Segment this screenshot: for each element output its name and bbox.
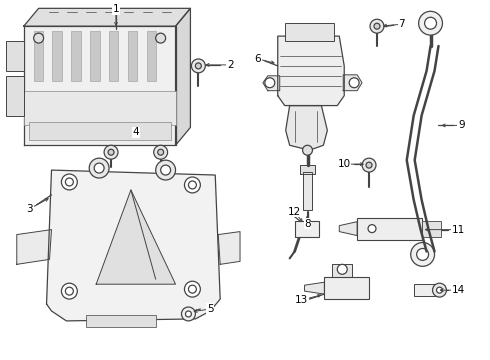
Text: 5: 5 <box>207 304 214 314</box>
Polygon shape <box>96 190 175 284</box>
Circle shape <box>366 162 372 168</box>
Bar <box>90 31 99 81</box>
Polygon shape <box>299 165 316 174</box>
Polygon shape <box>343 75 362 91</box>
Circle shape <box>108 149 114 155</box>
Circle shape <box>418 11 442 35</box>
Circle shape <box>189 181 196 189</box>
Text: 14: 14 <box>452 285 465 295</box>
Circle shape <box>411 243 435 266</box>
Polygon shape <box>218 231 240 264</box>
Circle shape <box>302 145 313 155</box>
Polygon shape <box>332 264 352 277</box>
Polygon shape <box>175 8 191 145</box>
Text: 1: 1 <box>113 4 120 14</box>
Circle shape <box>61 174 77 190</box>
Polygon shape <box>24 8 191 26</box>
Bar <box>147 31 156 81</box>
Circle shape <box>94 163 104 173</box>
Bar <box>302 172 313 210</box>
Polygon shape <box>263 76 280 91</box>
Circle shape <box>104 145 118 159</box>
Circle shape <box>425 17 437 29</box>
Bar <box>128 31 137 81</box>
Polygon shape <box>305 282 324 294</box>
Bar <box>24 91 175 125</box>
Circle shape <box>416 248 429 260</box>
Text: 6: 6 <box>255 54 261 64</box>
Circle shape <box>189 285 196 293</box>
Bar <box>324 277 369 299</box>
Bar <box>421 221 441 237</box>
Bar <box>6 76 24 116</box>
Text: 2: 2 <box>227 60 233 70</box>
Circle shape <box>374 23 380 29</box>
Circle shape <box>156 33 166 43</box>
Circle shape <box>65 178 74 186</box>
Circle shape <box>156 129 166 138</box>
Text: 12: 12 <box>288 207 301 217</box>
Circle shape <box>196 63 201 69</box>
Circle shape <box>184 177 200 193</box>
Polygon shape <box>278 36 344 105</box>
Bar <box>357 218 421 239</box>
Circle shape <box>362 158 376 172</box>
Bar <box>294 221 319 237</box>
Bar <box>414 284 436 296</box>
Bar <box>285 23 334 41</box>
Bar <box>86 315 156 327</box>
Circle shape <box>181 307 196 321</box>
Polygon shape <box>24 26 175 145</box>
Bar <box>29 122 171 140</box>
Text: 10: 10 <box>338 159 351 169</box>
Bar <box>109 31 119 81</box>
Circle shape <box>192 59 205 73</box>
Bar <box>34 31 43 81</box>
Circle shape <box>370 19 384 33</box>
Circle shape <box>161 165 171 175</box>
Text: 13: 13 <box>295 295 308 305</box>
Polygon shape <box>286 105 327 150</box>
Circle shape <box>154 145 168 159</box>
Circle shape <box>337 264 347 274</box>
Circle shape <box>437 287 442 293</box>
Polygon shape <box>339 222 357 235</box>
Circle shape <box>65 287 74 295</box>
Text: 7: 7 <box>398 19 405 29</box>
Circle shape <box>61 283 77 299</box>
Circle shape <box>156 160 175 180</box>
Bar <box>52 31 62 81</box>
Circle shape <box>184 281 200 297</box>
Bar <box>6 41 24 71</box>
Text: 11: 11 <box>452 225 465 235</box>
Bar <box>72 31 81 81</box>
Circle shape <box>34 33 44 43</box>
Circle shape <box>265 78 275 88</box>
Circle shape <box>433 283 446 297</box>
Circle shape <box>158 149 164 155</box>
Circle shape <box>349 78 359 88</box>
Circle shape <box>89 158 109 178</box>
Polygon shape <box>47 170 220 321</box>
Circle shape <box>368 225 376 233</box>
Polygon shape <box>17 230 51 264</box>
Text: 4: 4 <box>132 127 139 138</box>
Circle shape <box>34 129 44 138</box>
Text: 8: 8 <box>304 219 311 229</box>
Text: 9: 9 <box>458 121 465 130</box>
Circle shape <box>185 311 192 317</box>
Text: 3: 3 <box>26 204 33 214</box>
